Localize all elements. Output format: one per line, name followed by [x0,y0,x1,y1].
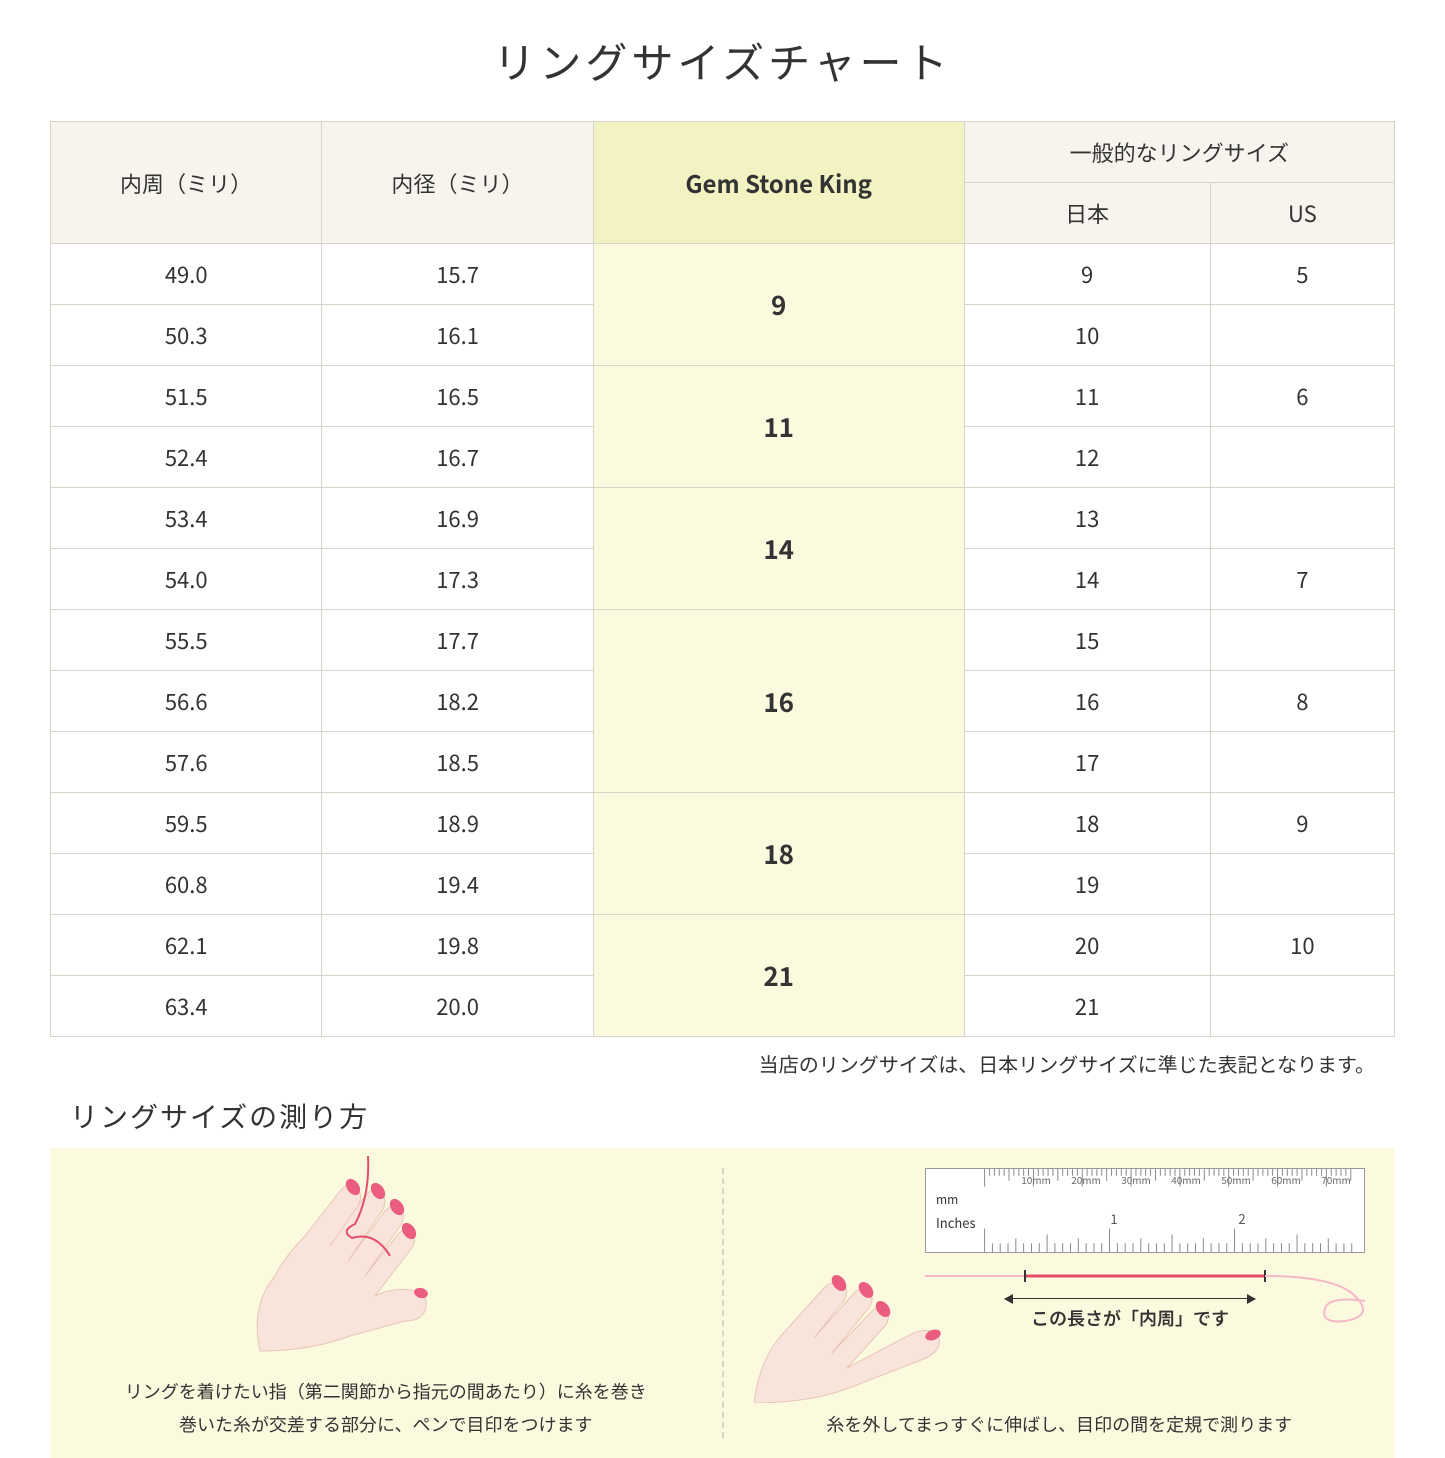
th-gsk: Gem Stone King [593,122,964,244]
howto-step-2: mm Inches 10mm20mm30mm40mm50mm60mm70mm12 [724,1148,1396,1458]
cell-japan: 9 [964,244,1210,305]
ruler-mm-mark: 20mm [1071,1172,1101,1187]
cell-japan: 15 [964,610,1210,671]
table-row: 51.516.511116 [51,366,1395,427]
cell-gsk: 18 [593,793,964,915]
ruler-mm-mark: 60mm [1271,1172,1301,1187]
cell-japan: 12 [964,427,1210,488]
howto-step-1: リングを着けたい指（第二関節から指元の間あたり）に糸を巻き 巻いた糸が交差する部… [50,1148,722,1458]
th-general: 一般的なリングサイズ [964,122,1394,183]
cell-diameter: 18.5 [322,732,593,793]
table-row: 62.119.8212010 [51,915,1395,976]
cell-gsk: 16 [593,610,964,793]
cell-circumference: 63.4 [51,976,322,1037]
cell-us [1210,610,1394,671]
table-row: 55.517.71615 [51,610,1395,671]
cell-circumference: 49.0 [51,244,322,305]
cell-diameter: 16.5 [322,366,593,427]
cell-us [1210,488,1394,549]
cell-diameter: 15.7 [322,244,593,305]
cell-diameter: 18.9 [322,793,593,854]
ruler-in-mark: 1 [1110,1209,1117,1228]
cell-japan: 21 [964,976,1210,1037]
cell-circumference: 57.6 [51,732,322,793]
cell-diameter: 19.8 [322,915,593,976]
cell-gsk: 14 [593,488,964,610]
cell-diameter: 18.2 [322,671,593,732]
cell-us [1210,305,1394,366]
cell-diameter: 16.7 [322,427,593,488]
cell-us [1210,732,1394,793]
ruler-mm-mark: 10mm [1021,1172,1051,1187]
thread-line [925,1276,1365,1278]
cell-circumference: 55.5 [51,610,322,671]
cell-diameter: 16.9 [322,488,593,549]
cell-japan: 16 [964,671,1210,732]
cell-us: 5 [1210,244,1394,305]
howto-caption-2: 糸を外してまっすぐに伸ばし、目印の間を定規で測ります [754,1408,1366,1440]
th-us: US [1210,183,1394,244]
cell-circumference: 54.0 [51,549,322,610]
cell-us [1210,427,1394,488]
th-japan: 日本 [964,183,1210,244]
cell-japan: 11 [964,366,1210,427]
howto-panel: リングを着けたい指（第二関節から指元の間あたり）に糸を巻き 巻いた糸が交差する部… [50,1148,1395,1458]
ruler-mm-mark: 40mm [1171,1172,1201,1187]
table-row: 49.015.7995 [51,244,1395,305]
ruler-mm-mark: 30mm [1121,1172,1151,1187]
cell-circumference: 62.1 [51,915,322,976]
cell-us: 7 [1210,549,1394,610]
cell-circumference: 53.4 [51,488,322,549]
howto-title: リングサイズの測り方 [70,1096,1395,1136]
cell-circumference: 59.5 [51,793,322,854]
cell-japan: 10 [964,305,1210,366]
cell-diameter: 16.1 [322,305,593,366]
th-diameter: 内径（ミリ） [322,122,593,244]
cell-diameter: 17.7 [322,610,593,671]
ruler-in-mark: 2 [1238,1209,1245,1228]
cell-japan: 20 [964,915,1210,976]
cell-japan: 17 [964,732,1210,793]
cell-us [1210,854,1394,915]
th-circumference: 内周（ミリ） [51,122,322,244]
ruler-mm-mark: 50mm [1221,1172,1251,1187]
hand-wrap-icon [230,1156,490,1356]
cell-circumference: 52.4 [51,427,322,488]
table-note: 当店のリングサイズは、日本リングサイズに準じた表記となります。 [50,1049,1395,1078]
cell-circumference: 51.5 [51,366,322,427]
cell-circumference: 60.8 [51,854,322,915]
measure-arrow: この長さが「内周」です [1005,1298,1255,1331]
cell-japan: 18 [964,793,1210,854]
measure-label: この長さが「内周」です [1005,1305,1255,1331]
cell-circumference: 50.3 [51,305,322,366]
cell-diameter: 17.3 [322,549,593,610]
page-title: リングサイズチャート [50,30,1395,91]
table-row: 53.416.91413 [51,488,1395,549]
ring-size-table: 内周（ミリ） 内径（ミリ） Gem Stone King 一般的なリングサイズ … [50,121,1395,1037]
table-row: 59.518.918189 [51,793,1395,854]
cell-us: 9 [1210,793,1394,854]
cell-circumference: 56.6 [51,671,322,732]
cell-us: 6 [1210,366,1394,427]
cell-japan: 19 [964,854,1210,915]
howto-caption-1: リングを着けたい指（第二関節から指元の間あたり）に糸を巻き 巻いた糸が交差する部… [80,1375,692,1440]
cell-gsk: 21 [593,915,964,1037]
cell-diameter: 20.0 [322,976,593,1037]
cell-diameter: 19.4 [322,854,593,915]
cell-gsk: 9 [593,244,964,366]
cell-japan: 13 [964,488,1210,549]
cell-us: 8 [1210,671,1394,732]
cell-japan: 14 [964,549,1210,610]
cell-us: 10 [1210,915,1394,976]
ruler-mm-mark: 70mm [1321,1172,1351,1187]
cell-gsk: 11 [593,366,964,488]
ruler-icon: mm Inches 10mm20mm30mm40mm50mm60mm70mm12 [925,1168,1365,1253]
hand-measure-icon [754,1263,954,1403]
cell-us [1210,976,1394,1037]
